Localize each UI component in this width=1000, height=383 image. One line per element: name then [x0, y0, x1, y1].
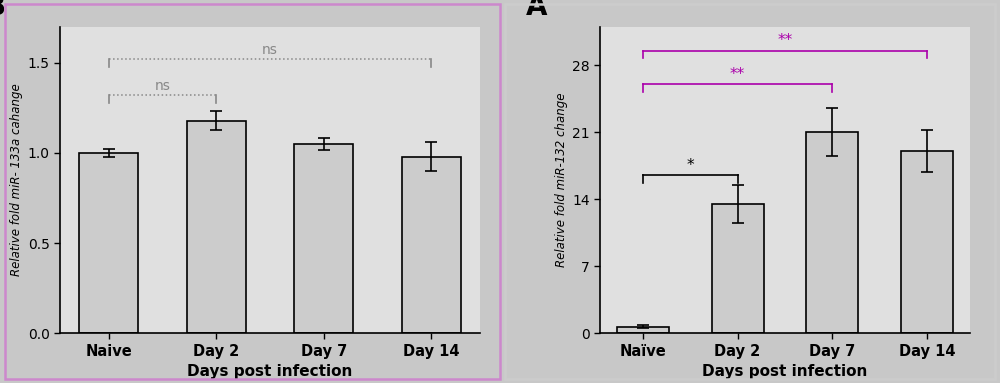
Text: B: B: [0, 0, 6, 21]
X-axis label: Days post infection: Days post infection: [702, 364, 868, 379]
Bar: [901, 151, 953, 333]
Bar: [187, 121, 246, 333]
Text: A: A: [526, 0, 548, 21]
Bar: [79, 153, 138, 333]
Text: ns: ns: [155, 79, 170, 93]
Text: **: **: [730, 67, 745, 82]
Text: ns: ns: [262, 43, 278, 57]
Text: *: *: [686, 158, 694, 173]
Bar: [402, 157, 461, 333]
Text: **: **: [777, 33, 793, 48]
Bar: [806, 132, 858, 333]
Bar: [712, 204, 764, 333]
Bar: [617, 326, 669, 333]
Bar: [294, 144, 353, 333]
Y-axis label: Relative fold miR-132 change: Relative fold miR-132 change: [555, 93, 568, 267]
X-axis label: Days post infection: Days post infection: [187, 364, 353, 379]
Y-axis label: Relative fold miR- 133a cahange: Relative fold miR- 133a cahange: [10, 83, 23, 277]
